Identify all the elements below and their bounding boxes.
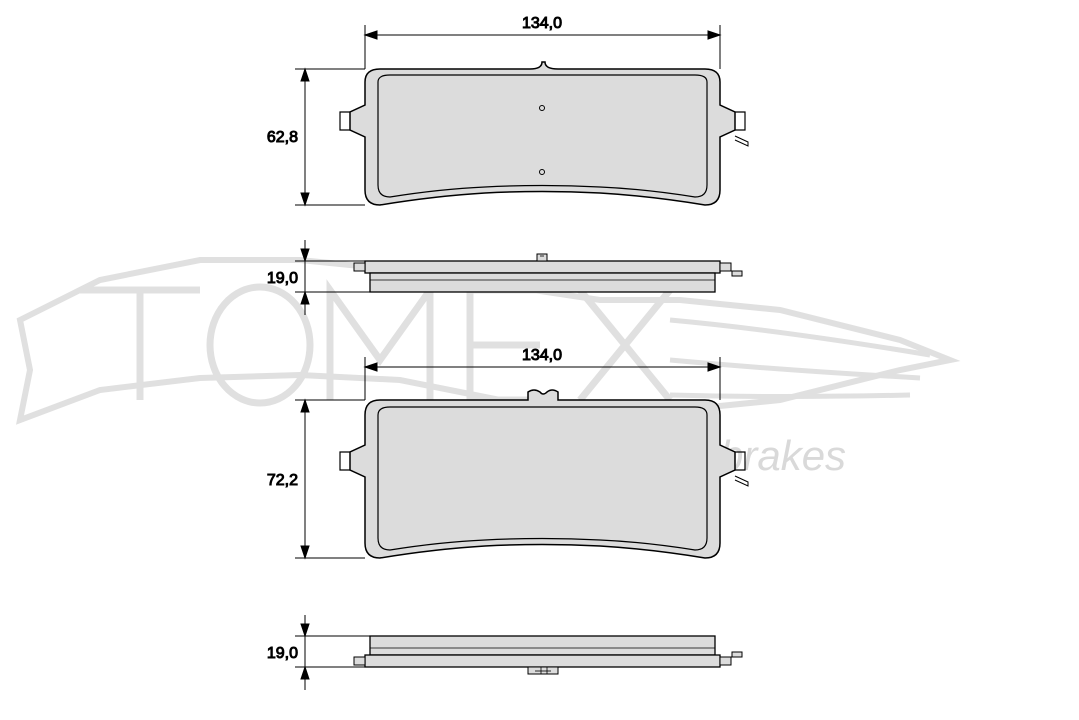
dim-bottom-thickness: 19,0 <box>267 615 370 690</box>
dim-top-width: 134,0 <box>365 15 720 69</box>
dim-bottom-height-label: 72,2 <box>267 472 298 489</box>
top-pad-side <box>354 254 742 292</box>
watermark-subtext: brakes <box>720 432 846 479</box>
dim-bottom-thickness-label: 19,0 <box>267 645 298 662</box>
dim-bottom-width-label: 134,0 <box>522 347 562 364</box>
technical-drawing: brakes 134, <box>0 0 1079 720</box>
dim-top-thickness-label: 19,0 <box>267 270 298 287</box>
bottom-pad-face <box>340 390 748 558</box>
dim-top-height: 62,8 <box>267 69 365 205</box>
dim-top-thickness: 19,0 <box>267 240 370 315</box>
dim-bottom-height: 72,2 <box>267 400 365 558</box>
top-pad-face <box>340 62 748 205</box>
dim-top-height-label: 62,8 <box>267 129 298 146</box>
bottom-pad-side <box>354 636 742 674</box>
dim-top-width-label: 134,0 <box>522 15 562 32</box>
